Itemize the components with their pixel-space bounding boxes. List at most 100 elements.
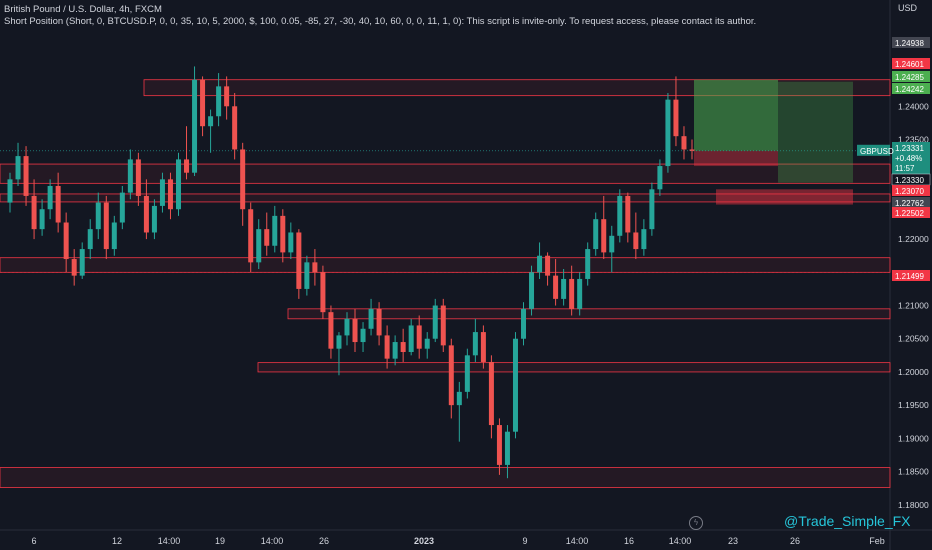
candle-body [87,229,93,250]
candle-body [392,342,398,359]
candle-body [448,345,454,406]
candle-body [537,255,543,273]
x-tick-label: 26 [319,536,329,546]
stop-zone [694,150,778,167]
candle-body [360,328,366,343]
stop-zone-lower [716,189,853,205]
zone-box [257,362,891,373]
candle-body [135,159,141,196]
price-label-extra: +0.48% [895,154,922,163]
x-tick-label: 2023 [414,536,434,546]
price-label: 1.23070 [895,187,924,196]
y-tick-label: 1.18000 [898,500,929,510]
price-label: 1.23331 [895,144,924,153]
candle-body [384,335,390,359]
candle-body [216,86,222,117]
candle-body [657,166,663,190]
zone-box [0,467,891,488]
target-zone [694,79,778,151]
price-label-bg [892,270,930,281]
candle-body [184,159,190,173]
x-tick-label: 6 [31,536,36,546]
x-tick-label: 9 [522,536,527,546]
y-tick-label: 1.19000 [898,433,929,443]
y-tick-label: 1.21000 [898,301,929,311]
candle-body [617,195,623,236]
candle-body [200,79,206,127]
zone-box [0,193,891,203]
candle-body [304,262,310,289]
price-label: 1.24285 [895,73,924,82]
x-tick-label: 14:00 [261,536,284,546]
candle-body [593,219,599,250]
price-label-bg [892,197,930,208]
x-tick-label: 16 [624,536,634,546]
candle-body [31,195,37,230]
y-tick-label: 1.22000 [898,234,929,244]
price-label: 1.21499 [895,272,924,281]
candle-body [272,215,278,246]
candle-body [368,308,374,329]
candle-body [472,332,478,356]
candle-body [240,149,246,210]
x-tick-label: 19 [215,536,225,546]
candle-body [175,159,181,210]
price-label-extra: 11:57 [895,164,915,173]
symbol-tag-bg [857,144,890,156]
candle-body [336,335,342,349]
candle-body [521,308,527,339]
candle-body [488,361,494,426]
price-label-bg [892,71,930,82]
candle-body [79,249,85,276]
candle-body [320,272,326,313]
candle-body [232,106,238,150]
candle-body [95,202,101,230]
price-label-bg [892,185,930,196]
candle-body [224,86,230,107]
candle-body [23,156,29,196]
x-tick-label: 12 [112,536,122,546]
candle-body [689,149,695,151]
candle-body [7,179,13,203]
candle-body [103,202,109,250]
candle-body [601,219,607,253]
price-label: 1.24601 [895,60,924,69]
symbol-tag: GBPUSD [860,147,894,156]
candle-body [55,185,61,223]
lightning-icon[interactable]: ϟ [689,516,703,530]
candle-body [681,136,687,150]
candle-body [408,325,414,353]
price-label-bg [892,58,930,69]
candle-body [264,229,270,246]
candle-body [159,179,165,206]
candle-body [569,278,575,309]
author-watermark: @Trade_Simple_FX [784,513,911,529]
candle-body [296,232,302,289]
price-label: 1.22762 [895,199,924,208]
candle-body [585,249,591,279]
candle-body [577,278,583,309]
candle-body [424,338,430,349]
candle-body [665,99,671,167]
price-label-bg [892,83,930,94]
candle-body [111,222,117,250]
price-label-bg [892,37,930,48]
price-label-bg [892,142,930,176]
candle-body [47,185,53,210]
candle-body [39,209,45,230]
candle-body [280,215,286,253]
candle-body [312,262,318,273]
indicator-legend[interactable]: Short Position (Short, 0, BTCUSD.P, 0, 0… [4,16,757,27]
candle-body [71,259,77,276]
y-tick-label: 1.20500 [898,334,929,344]
candle-body [512,338,518,432]
zone-box [0,163,891,184]
candle-body [328,312,334,349]
candle-body [376,308,382,336]
candle-body [288,232,294,253]
candle-body [256,229,262,263]
candle-body [416,325,422,349]
candle-body [529,272,535,309]
y-tick-label: 1.20000 [898,367,929,377]
